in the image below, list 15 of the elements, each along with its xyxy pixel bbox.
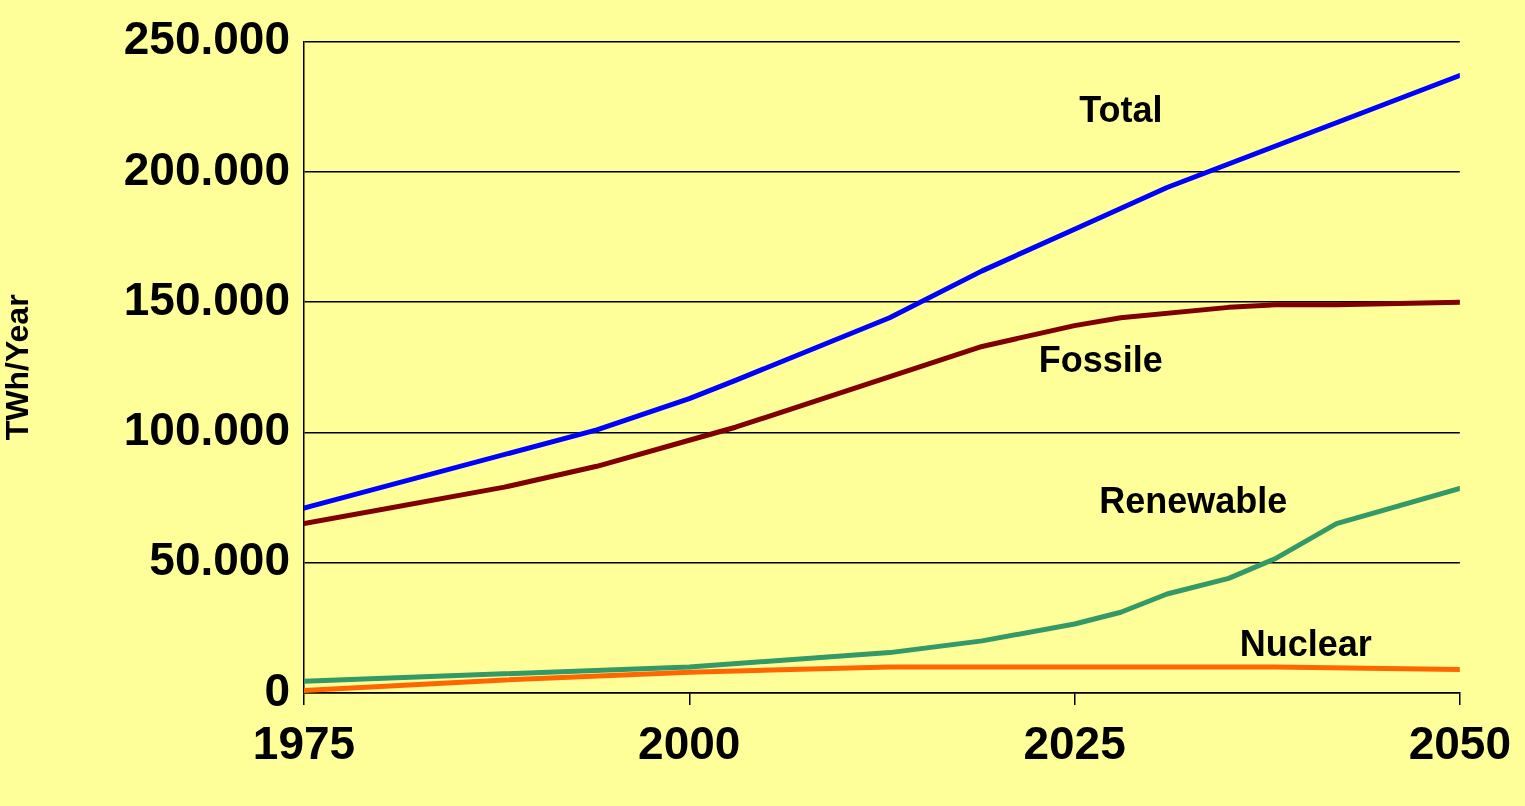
x-tick-label: 2050 [1408,717,1512,770]
y-axis-title: TWh/Year [0,294,36,441]
series-label: Fossile [1038,339,1163,381]
series-label: Total [1079,88,1163,130]
y-tick-label: 200.000 [123,142,290,195]
y-tick-label: 100.000 [123,403,290,456]
x-tick-label: 2025 [1023,717,1126,770]
x-tick-label: 2000 [638,717,741,770]
y-tick-label: 150.000 [123,272,290,325]
x-tick-label: 1975 [252,717,356,770]
y-tick-label: 250.000 [123,12,290,65]
series-label: Nuclear [1239,623,1372,665]
series-label: Renewable [1099,479,1288,521]
y-tick-label: 50.000 [149,533,290,586]
y-tick-label: 0 [264,663,290,716]
